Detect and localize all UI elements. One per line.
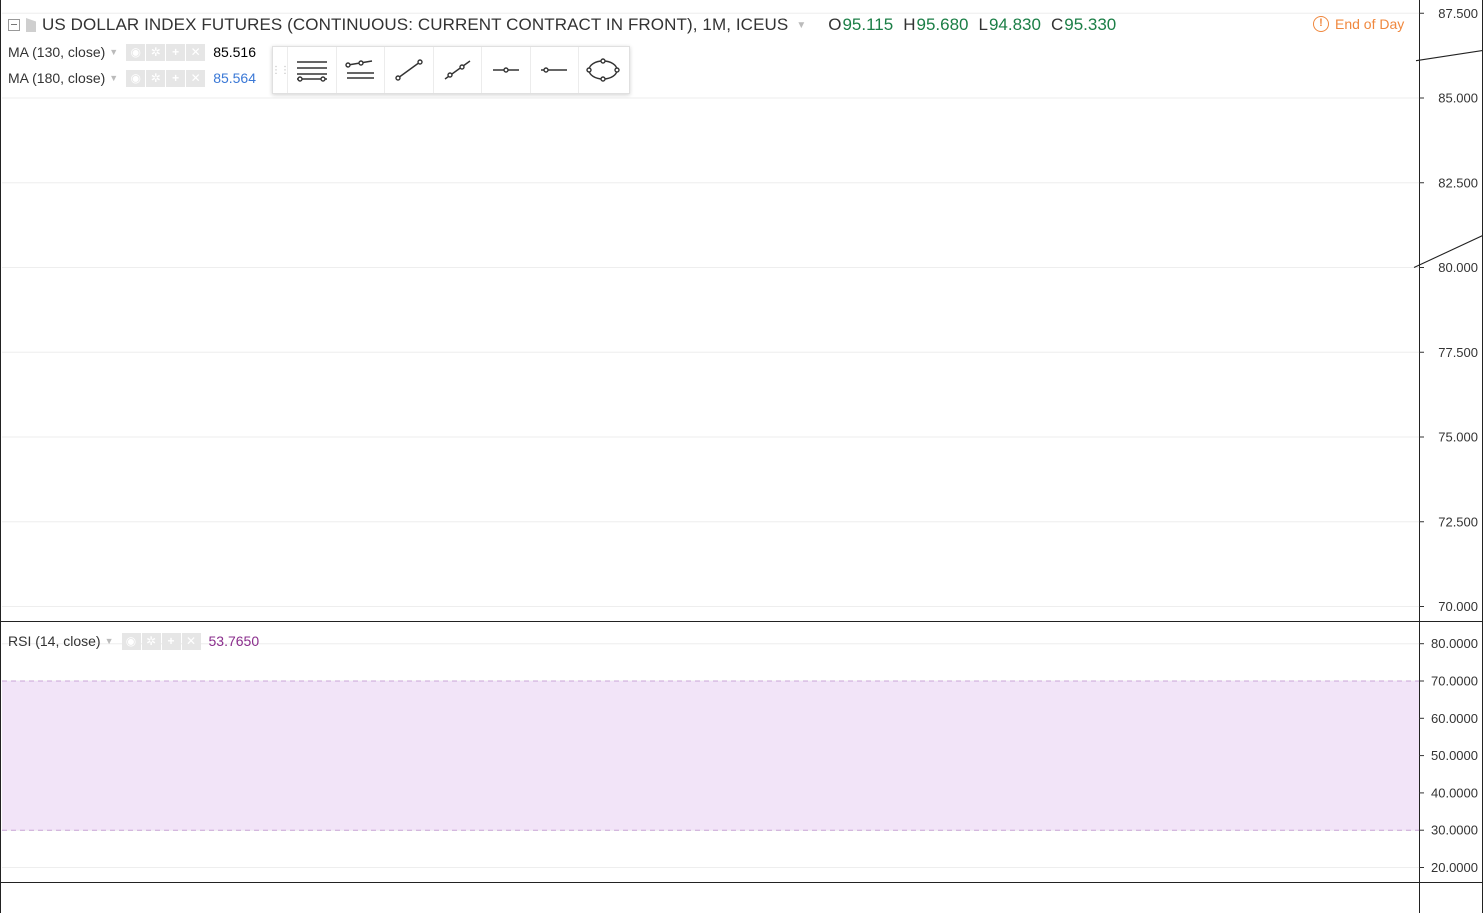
symbol-title[interactable]: US DOLLAR INDEX FUTURES (CONTINUOUS: CUR… bbox=[42, 15, 789, 34]
chevron-down-icon[interactable]: ▼ bbox=[104, 636, 114, 646]
collapse-icon[interactable] bbox=[8, 19, 20, 31]
exclamation-circle-icon: ! bbox=[1313, 16, 1329, 32]
price-axis-label: 72.500 bbox=[1438, 514, 1478, 529]
end-of-day-badge[interactable]: ! End of Day bbox=[1313, 14, 1404, 34]
eye-icon[interactable]: ◉ bbox=[126, 69, 146, 87]
price-axis-label: 75.000 bbox=[1438, 430, 1478, 445]
ma180-label[interactable]: MA (180, close) bbox=[8, 70, 106, 86]
drawing-toolbar: ⋮⋮ bbox=[271, 46, 630, 94]
open-value: 95.115 bbox=[842, 15, 894, 34]
parallel-channel-icon[interactable] bbox=[335, 47, 385, 93]
price-axis-label: 85.000 bbox=[1438, 91, 1478, 106]
price-axis-label: 80.000 bbox=[1438, 260, 1478, 275]
high-value: 95.680 bbox=[916, 15, 969, 34]
symbol-flag-icon bbox=[26, 18, 36, 32]
rsi-axis-label: 70.0000 bbox=[1431, 674, 1478, 689]
horizontal-lines-icon[interactable] bbox=[287, 47, 336, 93]
ray-line-icon[interactable] bbox=[432, 47, 482, 93]
chevron-down-icon[interactable]: ▼ bbox=[109, 47, 119, 57]
plus-icon[interactable]: + bbox=[166, 43, 186, 61]
price-axis-label: 82.500 bbox=[1438, 175, 1478, 190]
close-value: 95.330 bbox=[1064, 15, 1117, 34]
ma180-legend[interactable]: MA (180, close) ▼ ◉ ✲ + ✕ 85.564 bbox=[8, 68, 256, 88]
eye-icon[interactable]: ◉ bbox=[121, 632, 141, 650]
rsi-axis-label: 30.0000 bbox=[1431, 823, 1478, 838]
ohlc-values: O95.115 H95.680 L94.830 C95.330 bbox=[828, 15, 1116, 35]
trend-line-icon[interactable] bbox=[384, 47, 433, 93]
rsi-label[interactable]: RSI (14, close) bbox=[8, 633, 101, 649]
plus-icon[interactable]: + bbox=[161, 632, 181, 650]
drag-handle-icon[interactable]: ⋮⋮ bbox=[271, 64, 290, 76]
rsi-axis-label: 40.0000 bbox=[1431, 785, 1478, 800]
plus-icon[interactable]: + bbox=[166, 69, 186, 87]
close-icon[interactable]: ✕ bbox=[186, 69, 206, 87]
rsi-axis-label: 60.0000 bbox=[1431, 711, 1478, 726]
gear-icon[interactable]: ✲ bbox=[146, 69, 166, 87]
gear-icon[interactable]: ✲ bbox=[146, 43, 166, 61]
close-icon[interactable]: ✕ bbox=[181, 632, 201, 650]
ma130-legend[interactable]: MA (130, close) ▼ ◉ ✲ + ✕ 85.516 bbox=[8, 42, 256, 62]
end-of-day-label: End of Day bbox=[1335, 16, 1405, 32]
rsi-axis-label: 80.0000 bbox=[1431, 636, 1478, 651]
open-label: O bbox=[828, 15, 842, 34]
price-axis-label: 77.500 bbox=[1438, 345, 1478, 360]
rsi-value: 53.7650 bbox=[208, 633, 260, 649]
low-value: 94.830 bbox=[988, 15, 1041, 34]
trend-line-upper[interactable] bbox=[1413, 0, 1483, 268]
chart-header: US DOLLAR INDEX FUTURES (CONTINUOUS: CUR… bbox=[8, 12, 1116, 38]
ma130-label[interactable]: MA (130, close) bbox=[8, 44, 106, 60]
price-axis-label: 87.500 bbox=[1438, 6, 1478, 21]
eye-icon[interactable]: ◉ bbox=[126, 43, 146, 61]
horizontal-ray-icon[interactable] bbox=[529, 47, 579, 93]
close-icon[interactable]: ✕ bbox=[186, 43, 206, 61]
low-label: L bbox=[978, 15, 988, 34]
rsi-legend[interactable]: RSI (14, close) ▼ ◉ ✲ + ✕ 53.7650 bbox=[8, 631, 259, 651]
ma180-value: 85.564 bbox=[213, 70, 257, 86]
chevron-down-icon[interactable]: ▼ bbox=[796, 19, 807, 31]
segment-icon[interactable] bbox=[481, 47, 530, 93]
rsi-band bbox=[2, 681, 1419, 831]
rsi-axis-label: 50.0000 bbox=[1431, 748, 1478, 763]
close-label: C bbox=[1050, 15, 1064, 34]
ellipse-icon[interactable] bbox=[578, 47, 627, 93]
gear-icon[interactable]: ✲ bbox=[141, 632, 161, 650]
ma130-value: 85.516 bbox=[213, 44, 257, 60]
high-label: H bbox=[903, 15, 916, 34]
price-axis-label: 70.000 bbox=[1438, 599, 1478, 614]
chevron-down-icon[interactable]: ▼ bbox=[109, 73, 119, 83]
rsi-axis-label: 20.0000 bbox=[1431, 860, 1478, 875]
